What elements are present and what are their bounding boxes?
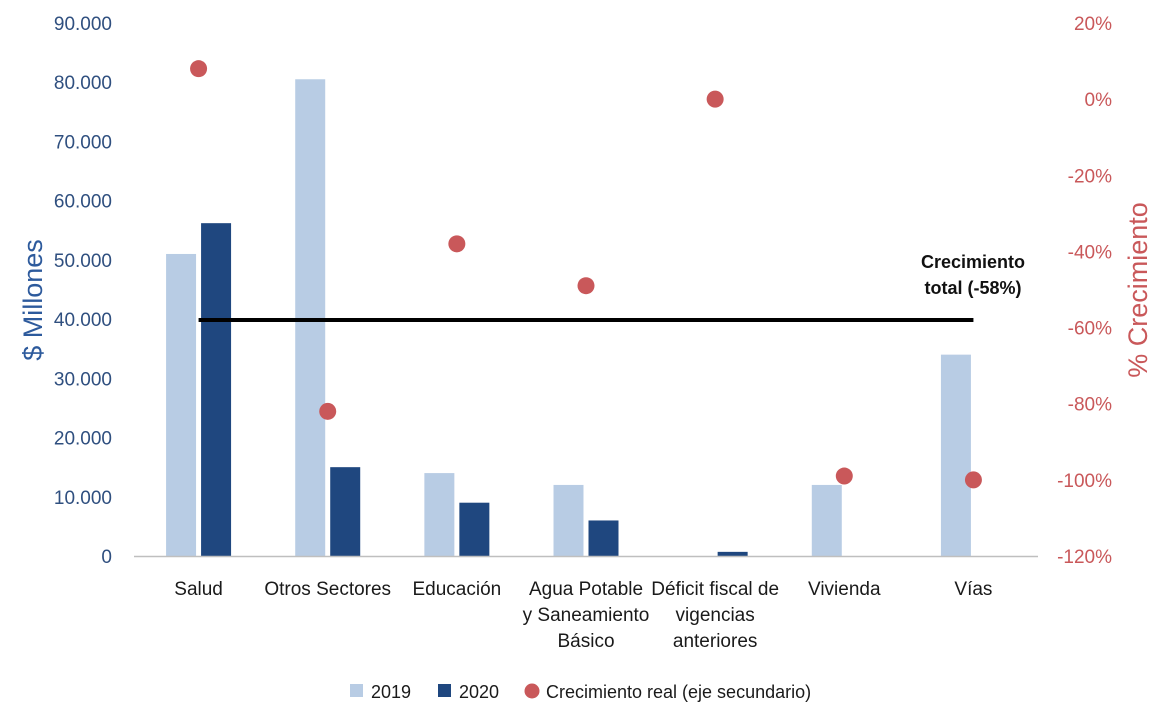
bar-2019	[553, 484, 584, 556]
bar-2019	[166, 253, 197, 556]
growth-point	[577, 277, 595, 295]
y2-axis-title: % Crecimiento	[1123, 202, 1153, 378]
y2-tick-label: 0%	[1085, 90, 1113, 111]
legend-swatch-growth	[524, 683, 540, 699]
x-category-label: Otros Sectores	[264, 579, 391, 600]
bar-2020	[201, 223, 232, 556]
legend-swatch-2019	[350, 684, 363, 697]
y-tick-label: 20.000	[54, 429, 112, 450]
y-tick-label: 70.000	[54, 132, 112, 153]
x-category-label: Déficit fiscal de	[651, 579, 779, 600]
y2-tick-label: -120%	[1057, 547, 1112, 568]
bar-2020	[588, 520, 619, 556]
y-tick-label: 50.000	[54, 251, 112, 272]
legend-label: Crecimiento real (eje secundario)	[546, 682, 811, 702]
x-category-label: Vivienda	[808, 579, 881, 600]
annotation-text: total (-58%)	[924, 278, 1021, 298]
annotation-text: Crecimiento	[921, 252, 1025, 272]
y-tick-label: 0	[101, 547, 112, 568]
growth-point	[448, 235, 466, 253]
growth-point	[835, 467, 853, 485]
bar-2019	[424, 473, 455, 556]
y2-tick-label: -20%	[1068, 166, 1112, 187]
y-tick-label: 30.000	[54, 369, 112, 390]
bar-2019	[940, 354, 971, 556]
bar-2020	[330, 467, 361, 556]
x-category-label: Salud	[174, 579, 223, 600]
x-category-label: Educación	[412, 579, 501, 600]
x-category-label: Vías	[954, 579, 992, 600]
y-tick-label: 40.000	[54, 310, 112, 331]
bar-2019	[295, 79, 326, 556]
x-category-label: Básico	[557, 631, 614, 652]
growth-point	[190, 60, 208, 78]
x-category-label: Agua Potable	[529, 579, 643, 600]
x-category-label: y Saneamiento	[523, 605, 650, 626]
x-category-label: vigencias	[676, 605, 755, 626]
y2-tick-label: -40%	[1068, 242, 1112, 263]
legend-label: 2019	[371, 682, 411, 702]
growth-point	[319, 402, 337, 420]
x-category-label: anteriores	[673, 631, 758, 652]
bar-2020	[459, 502, 490, 556]
growth-point	[964, 471, 982, 489]
y-tick-label: 90.000	[54, 14, 112, 35]
y2-tick-label: -100%	[1057, 471, 1112, 492]
y-tick-label: 10.000	[54, 488, 112, 509]
y-tick-label: 60.000	[54, 192, 112, 213]
y2-tick-label: -80%	[1068, 395, 1112, 416]
bar-2019	[811, 484, 842, 556]
legend-swatch-2020	[438, 684, 451, 697]
y2-tick-label: 20%	[1074, 14, 1112, 35]
y-tick-label: 80.000	[54, 73, 112, 94]
y2-tick-label: -60%	[1068, 319, 1112, 340]
growth-point	[706, 90, 724, 108]
bar-2020	[717, 551, 748, 556]
y-axis-title: $ Millones	[18, 239, 48, 361]
legend-label: 2020	[459, 682, 499, 702]
